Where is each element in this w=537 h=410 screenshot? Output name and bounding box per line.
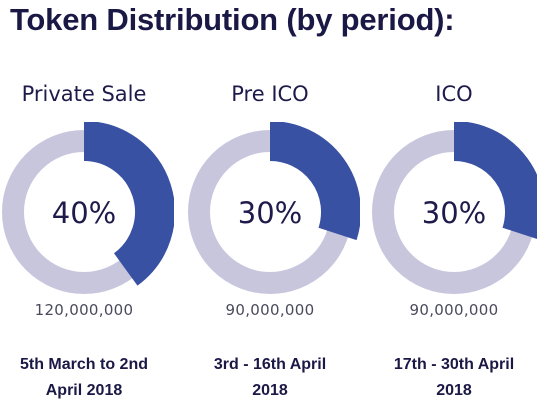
donut-percent-label: 40% — [52, 196, 116, 230]
period-dates: 3rd - 16th April 2018 — [175, 352, 365, 404]
period-dates-line-2: 2018 — [252, 382, 288, 399]
donut-slice — [453, 122, 537, 239]
period-dates-line-1: 5th March to 2nd — [19, 356, 148, 373]
donut-percent-label: 30% — [238, 196, 302, 230]
donut-slice — [83, 122, 174, 286]
period-dates: 17th - 30th April 2018 — [359, 352, 537, 404]
period-column-private-sale: Private Sale 40% 120,000,000 5th March t… — [0, 0, 174, 410]
page-title: Token Distribution (by period): — [10, 2, 455, 37]
period-dates-line-2: 2018 — [436, 382, 472, 399]
token-amount: 120,000,000 — [34, 301, 134, 319]
period-dates-line-1: 17th - 30th April — [393, 356, 515, 373]
period-name: Pre ICO — [231, 82, 309, 106]
period-dates: 5th March to 2nd April 2018 — [0, 352, 179, 404]
donut-chart-pre-ico: 30% — [188, 122, 360, 294]
period-column-pre-ico: Pre ICO 30% 90,000,000 3rd - 16th April … — [180, 0, 360, 410]
period-name: ICO — [435, 82, 473, 106]
donut-chart-private-sale: 40% — [2, 122, 174, 294]
token-amount: 90,000,000 — [225, 301, 315, 319]
token-amount: 90,000,000 — [409, 301, 499, 319]
period-name: Private Sale — [21, 82, 147, 106]
period-dates-line-1: 3rd - 16th April — [213, 356, 327, 373]
period-dates-line-2: April 2018 — [45, 382, 123, 399]
donut-chart-ico: 30% — [372, 122, 537, 294]
donut-percent-label: 30% — [422, 196, 486, 230]
period-column-ico: ICO 30% 90,000,000 17th - 30th April 201… — [364, 0, 537, 410]
donut-slice — [269, 122, 360, 241]
